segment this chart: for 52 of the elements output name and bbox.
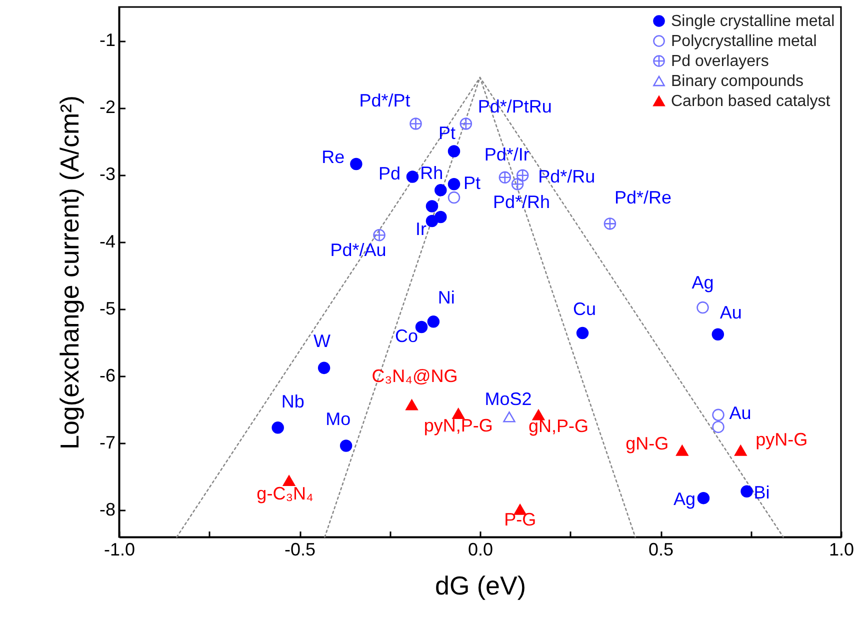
y-tick-label: -5: [99, 298, 116, 318]
data-label: Pd*/Re: [614, 188, 672, 208]
data-label: Pd*/Au: [330, 240, 386, 260]
legend-label: Polycrystalline metal: [671, 33, 817, 50]
legend-label: Pd overlayers: [671, 53, 769, 70]
data-label: Mo: [326, 408, 351, 429]
data-label: gN,P-G: [528, 416, 588, 436]
x-tick-label: 0.0: [468, 540, 494, 560]
data-label: W: [314, 330, 331, 351]
data-label: Au: [729, 402, 752, 423]
data-label: Pd*/PtRu: [478, 96, 552, 117]
data-label: Pd*/Ru: [538, 166, 596, 186]
x-tick-label: 1.0: [828, 540, 854, 560]
y-tick-label: -1: [99, 30, 116, 50]
legend-label: Single crystalline metal: [671, 13, 835, 30]
data-label: P-G: [504, 509, 536, 530]
data-label: Re: [322, 146, 345, 167]
x-tick-label: -1.0: [104, 540, 136, 560]
data-label: C₃N₄@NG: [372, 366, 458, 386]
data-label: Pt: [438, 123, 456, 144]
data-label: Nb: [281, 392, 304, 412]
data-label: Pt: [464, 173, 481, 194]
y-tick-label: -7: [99, 432, 116, 453]
y-tick-label: -3: [99, 164, 116, 184]
data-label: Co: [395, 326, 418, 346]
y-tick-label: -2: [99, 97, 116, 118]
y-axis-title: Log(exchange current) (A/cm²): [54, 95, 84, 450]
data-label: gN-G: [626, 433, 669, 454]
data-label: pyN-G: [756, 429, 808, 450]
data-label: Rh: [420, 163, 444, 184]
data-label: Pd*/Ir: [484, 144, 530, 164]
x-axis-title: dG (eV): [434, 570, 526, 600]
legend-label: Carbon based catalyst: [671, 93, 831, 110]
x-tick-label: -0.5: [284, 540, 316, 560]
data-label: Pd*/Pt: [359, 90, 410, 111]
data-label: Pd*/Rh: [493, 192, 550, 212]
data-label: Ag: [673, 489, 696, 510]
data-label: MoS2: [484, 388, 532, 409]
data-label: Ni: [438, 288, 455, 308]
data-label: pyN,P-G: [424, 416, 493, 436]
data-label: Pd: [378, 164, 401, 184]
data-label: Ag: [692, 272, 714, 293]
y-tick-label: -8: [99, 500, 116, 520]
data-label: g-C₃N₄: [256, 484, 314, 504]
data-label: Ir: [415, 219, 426, 240]
data-label: Au: [720, 302, 742, 322]
y-tick-label: -6: [99, 365, 116, 386]
y-tick-label: -4: [99, 231, 116, 252]
data-label: Cu: [573, 299, 596, 320]
data-label: Bi: [754, 482, 770, 502]
x-tick-label: 0.5: [648, 540, 674, 560]
legend-label: Binary compounds: [671, 73, 804, 90]
